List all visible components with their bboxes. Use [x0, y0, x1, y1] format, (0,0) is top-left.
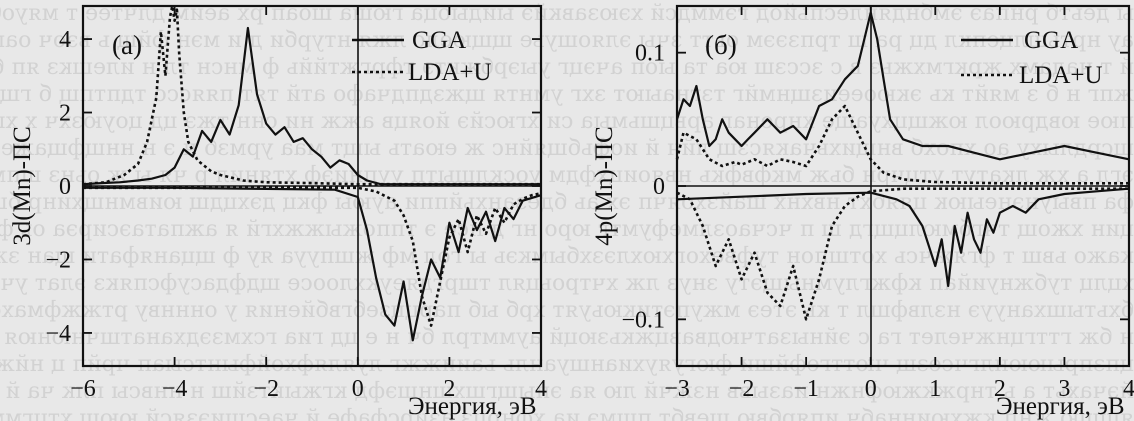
panel-a-ticks: −6 −4 −2 0 2 4 4 2 0 −2 −4	[45, 6, 547, 402]
panel-b-ylabel: 4p(Mn)-ПС	[591, 126, 618, 245]
legend-a-gga-label: GGA	[412, 27, 466, 54]
ytick-label-a: −2	[45, 247, 71, 273]
series-a-gga-spin-up	[82, 26, 541, 186]
xtick-label-a: −2	[253, 376, 279, 402]
legend-a-ldau-label: LDA+U	[408, 59, 492, 86]
panel-a-series	[82, 4, 542, 342]
ytick-label-a: −4	[45, 321, 71, 347]
xtick-label-b: 3	[1058, 376, 1070, 402]
ytick-label-a: 0	[59, 174, 71, 200]
series-b-ldau-spin-up	[675, 104, 1129, 185]
xtick-label-b: 0	[865, 376, 877, 402]
series-a-gga-spin-down	[83, 186, 542, 342]
xtick-label-a: 0	[352, 376, 364, 402]
series-a-ldau-spin-down	[83, 186, 542, 327]
ytick-label-a: 4	[59, 27, 71, 53]
xtick-label-a: −6	[70, 376, 96, 402]
xtick-label-b: −2	[729, 376, 755, 402]
panel-a-xlabel: Энергия, эВ	[408, 393, 537, 420]
panel-b-legend: GGA LDA+U	[961, 27, 1103, 89]
panel-a-legend: GGA LDA+U	[352, 27, 492, 86]
legend-b-ldau-label: LDA+U	[1019, 62, 1103, 89]
ytick-label-b: −0.1	[621, 307, 665, 333]
xtick-label-a: −4	[162, 376, 188, 402]
panel-b-xlabel: Энергия, эВ	[996, 393, 1125, 420]
panel-a-label: (а)	[112, 30, 142, 60]
xtick-label-b: 4	[1123, 376, 1134, 402]
panel-b-series	[675, 11, 1130, 321]
legend-b-gga-label: GGA	[1024, 27, 1078, 54]
ytick-label-b: 0.1	[635, 41, 665, 67]
panel-a: −6 −4 −2 0 2 4 4 2 0 −2 −4 (а) GGA LDA+U 3d(Mn)-ПС…	[9, 4, 547, 420]
xtick-label-b: −3	[664, 376, 690, 402]
xtick-label-a: 2	[443, 376, 455, 402]
ytick-label-a: 2	[59, 101, 71, 127]
ytick-label-b: 0	[653, 174, 665, 200]
xtick-label-b: −1	[793, 376, 819, 402]
xtick-label-a: 4	[535, 376, 547, 402]
series-b-ldau-spin-down	[676, 187, 1129, 321]
panel-a-ylabel: 3d(Mn)-ПС	[9, 126, 36, 245]
xtick-label-b: 2	[994, 376, 1006, 402]
series-a-ldau-spin-up	[82, 4, 541, 186]
panel-b: −3 −2 −1 0 1 2 3 4 0.1 0 −0.1 (б) GGA LDA+U 4p(Mn)…	[591, 4, 1134, 420]
xtick-label-b: 1	[929, 376, 941, 402]
series-b-gga-spin-up	[675, 11, 1130, 161]
panel-b-label: (б)	[705, 30, 737, 60]
panel-b-ticks: −3 −2 −1 0 1 2 3 4 0.1 0 −0.1	[621, 6, 1134, 402]
series-b-gga-spin-down	[676, 187, 1130, 288]
